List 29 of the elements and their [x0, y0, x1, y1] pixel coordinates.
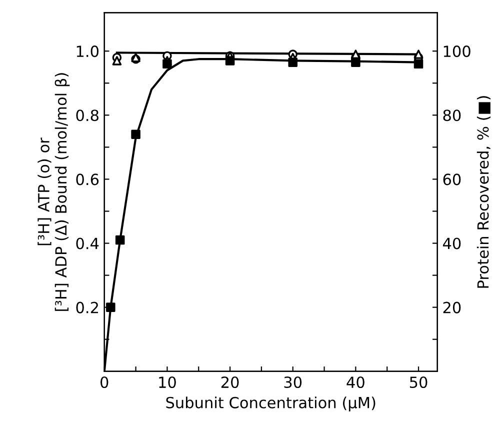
x-tick-label: 20 — [221, 376, 239, 388]
point — [115, 235, 125, 245]
point — [131, 130, 140, 139]
x-tick-label: 30 — [284, 376, 302, 388]
x-tick-label: 50 — [410, 376, 428, 388]
y-axis-title: [³H] ATP (o) or [³H] ADP (Δ) Bound (mol/mol β) — [38, 73, 70, 311]
y2-tick-label: 40 — [442, 238, 461, 250]
point — [112, 56, 122, 66]
point — [414, 50, 424, 59]
x-tick-label: 10 — [159, 376, 176, 388]
y2-tick-label: 20 — [443, 302, 461, 314]
y2-tick-label: 80 — [443, 110, 461, 122]
y2-tick-label: 60 — [443, 174, 461, 186]
point — [414, 59, 424, 69]
x-axis-title: Subunit Concentration (μM) — [166, 396, 376, 412]
point — [162, 59, 172, 69]
x-tick-label: 40 — [346, 376, 364, 388]
point — [106, 302, 116, 312]
y-tick-label: 0.6 — [76, 174, 99, 186]
x-tick-label: 0 — [100, 376, 108, 388]
y2-axis-title: Protein Recovered, % (■) — [476, 96, 491, 288]
y-tick-label: 0.8 — [76, 110, 98, 122]
point — [225, 56, 235, 66]
y-tick-label: 0.2 — [76, 302, 98, 314]
point — [351, 58, 360, 67]
y-tick-label: 0.4 — [76, 238, 99, 250]
y2-tick-label: 100 — [444, 46, 470, 58]
y-tick-label: 1.0 — [76, 46, 98, 58]
point — [288, 58, 298, 67]
